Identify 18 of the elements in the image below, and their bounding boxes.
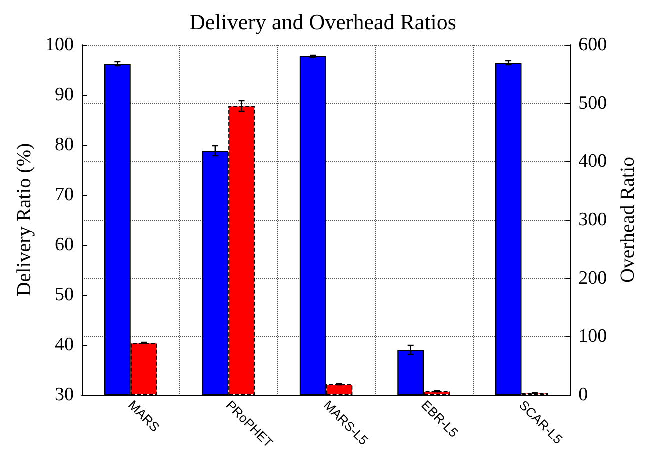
y2-tick-label: 300 <box>578 210 608 230</box>
y2-axis-title: Overhead Ratio <box>617 156 639 284</box>
y2-tick-label: 500 <box>578 92 608 114</box>
y-tick-label: 50 <box>55 284 74 306</box>
y-tick-label: 80 <box>55 134 74 156</box>
y-axis-title: Delivery Ratio (%) <box>14 143 36 297</box>
y-tick-label: 90 <box>55 84 74 106</box>
y-tick-label: 30 <box>55 384 74 406</box>
y2-tick-label: 400 <box>578 151 608 172</box>
y-tick-label: 100 <box>46 34 74 56</box>
y2-tick-label: 0 <box>578 384 588 406</box>
y-tick-label: 70 <box>55 184 74 206</box>
y-tick-label: 40 <box>55 334 74 356</box>
y2-tick-label: 600 <box>578 34 608 56</box>
chart-title: Delivery and Overhead Ratios <box>190 10 456 34</box>
y2-tick-label: 200 <box>578 268 608 289</box>
y-tick-label: 60 <box>55 234 74 256</box>
y2-tick-label: 100 <box>578 326 608 348</box>
